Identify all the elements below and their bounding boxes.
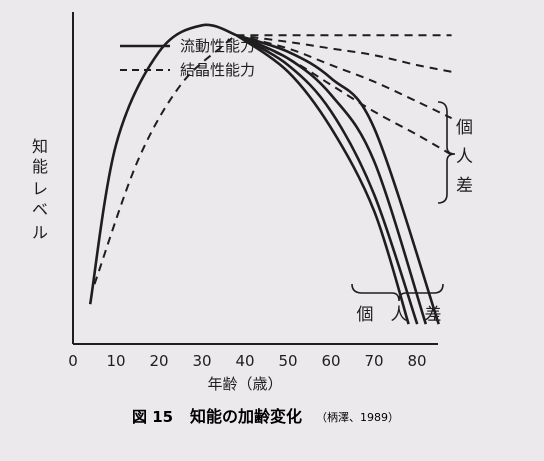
crystallized-branch-curve <box>236 34 452 73</box>
legend-dashed-label: 結晶性能力 <box>180 61 255 79</box>
x-tick-label: 40 <box>235 352 254 370</box>
crystallized-branch-curve <box>236 34 453 120</box>
y-label-char: 能 <box>32 157 48 176</box>
legend: 流動性能力 結晶性能力 <box>120 37 255 79</box>
fluid-branch-curve <box>236 33 440 325</box>
right-bracket-char: 人 <box>456 147 473 167</box>
figure-caption: 図 15 知能の加齢変化 （柄澤、1989） <box>132 407 399 426</box>
crystallized-branch-curve <box>236 34 453 156</box>
right-bracket-char: 差 <box>456 176 473 196</box>
fluid-branch-curve <box>235 34 419 325</box>
caption-source: （柄澤、1989） <box>316 411 399 424</box>
x-tick-label: 50 <box>278 352 297 370</box>
x-axis-label: 年齢（歳） <box>207 375 282 393</box>
right-bracket: 個 人 差 <box>437 101 473 204</box>
crystallized-curve <box>93 34 238 285</box>
x-tick-label: 80 <box>407 352 426 370</box>
bottom-bracket-label: 個 人 差 <box>357 305 442 325</box>
y-label-char: 知 <box>32 137 48 156</box>
curves <box>88 23 453 325</box>
x-tick-label: 20 <box>149 352 168 370</box>
y-label-char: ベ <box>32 200 48 219</box>
x-tick-label: 30 <box>192 352 211 370</box>
bottom-bracket-shape <box>351 283 444 302</box>
right-bracket-char: 個 <box>456 118 473 138</box>
fluid-branch-curve <box>235 34 410 325</box>
x-ticks: 0 10 20 30 40 50 60 70 80 <box>68 352 426 370</box>
caption-title: 知能の加齢変化 <box>190 407 302 426</box>
x-tick-label: 0 <box>68 352 78 370</box>
x-tick-label: 60 <box>321 352 340 370</box>
y-label-char: レ <box>32 179 48 198</box>
y-axis-label: 知 能 レ ベ ル <box>32 137 48 242</box>
legend-solid-label: 流動性能力 <box>180 37 255 55</box>
bottom-bracket: 個 人 差 <box>351 283 444 325</box>
caption-number: 図 15 <box>132 408 173 426</box>
x-tick-label: 10 <box>106 352 125 370</box>
right-bracket-shape <box>437 101 456 204</box>
y-label-char: ル <box>32 223 48 242</box>
x-tick-label: 70 <box>364 352 383 370</box>
fluid-curve <box>88 23 237 305</box>
